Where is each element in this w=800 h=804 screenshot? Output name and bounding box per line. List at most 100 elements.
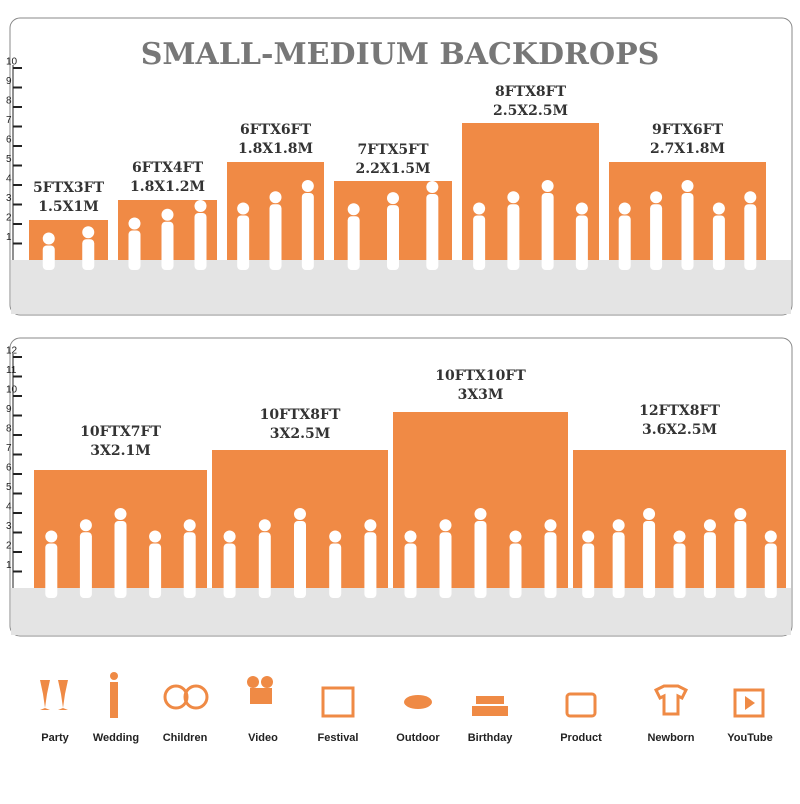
silhouette	[426, 194, 439, 270]
silhouette	[744, 204, 757, 270]
use-label: Birthday	[468, 732, 514, 744]
metric-label: 2.7X1.8M	[650, 141, 725, 157]
silhouette	[541, 193, 554, 270]
silhouette	[45, 530, 58, 543]
backdrop	[29, 220, 108, 260]
icon-party	[40, 680, 68, 710]
ruler-label: 8	[6, 96, 12, 107]
silhouette	[161, 221, 174, 270]
icon-newborn	[653, 684, 689, 716]
silhouette	[387, 205, 399, 270]
ruler-label: 2	[6, 213, 12, 224]
silhouette	[474, 521, 487, 598]
silhouette	[544, 519, 557, 532]
silhouette	[582, 543, 595, 598]
silhouette	[507, 191, 520, 204]
ruler-label: 7	[6, 115, 12, 126]
icon-wedding	[110, 672, 118, 680]
icon-video	[261, 676, 273, 688]
metric-label: 1.5X1M	[38, 199, 98, 215]
ruler-label: 1	[6, 232, 12, 243]
silhouette	[79, 519, 92, 532]
icon-wedding	[110, 682, 118, 718]
metric-label: 1.8X1.8M	[238, 141, 313, 157]
silhouette	[347, 203, 360, 216]
silhouette	[128, 230, 141, 270]
silhouette	[347, 216, 360, 270]
silhouette	[82, 239, 95, 270]
silhouette	[149, 543, 162, 598]
silhouette	[439, 519, 452, 532]
silhouette	[364, 532, 377, 598]
silhouette	[575, 215, 588, 270]
silhouette	[183, 519, 196, 532]
use-label: Video	[248, 732, 278, 744]
silhouette	[329, 530, 342, 543]
silhouette	[681, 193, 694, 270]
silhouette	[544, 532, 557, 598]
ruler-label: 2	[6, 541, 12, 552]
silhouette	[473, 215, 486, 270]
metric-label: 3X2.5M	[270, 426, 330, 442]
metric-label: 3X3M	[458, 387, 504, 403]
silhouette	[301, 193, 314, 270]
floor	[11, 588, 791, 635]
size-label: 7FTX5FT	[357, 142, 429, 158]
silhouette	[114, 508, 127, 520]
size-label: 8FTX8FT	[495, 84, 567, 100]
icon-youtube	[733, 688, 765, 718]
silhouette	[764, 530, 777, 543]
silhouette	[194, 213, 207, 270]
silhouette	[387, 192, 399, 205]
silhouette	[258, 519, 271, 532]
silhouette	[149, 530, 162, 543]
size-label: 6FTX6FT	[240, 122, 312, 138]
silhouette	[237, 215, 250, 270]
icon-birthday	[472, 706, 508, 716]
silhouette	[329, 543, 342, 598]
silhouette	[618, 202, 631, 215]
use-label: Festival	[318, 732, 359, 744]
silhouette	[703, 532, 716, 598]
silhouette	[650, 204, 663, 270]
silhouette	[45, 543, 58, 598]
silhouette	[734, 508, 747, 520]
silhouette	[575, 202, 588, 215]
silhouette	[301, 180, 314, 192]
size-label: 12FTX8FT	[639, 403, 720, 419]
silhouette	[42, 245, 55, 270]
ruler-label: 3	[6, 521, 12, 532]
metric-label: 3X2.1M	[90, 443, 150, 459]
use-label: Wedding	[93, 732, 139, 744]
use-label: Children	[163, 732, 208, 744]
silhouette	[223, 543, 236, 598]
ruler-label: 9	[6, 76, 12, 87]
silhouette	[509, 543, 522, 598]
silhouette	[673, 543, 686, 598]
use-label: Product	[560, 732, 602, 744]
silhouette	[541, 180, 554, 192]
silhouette	[681, 180, 694, 192]
metric-label: 1.8X1.2M	[130, 179, 205, 195]
icon-children	[183, 684, 209, 710]
size-label: 10FTX7FT	[80, 424, 161, 440]
ruler-label: 8	[6, 424, 12, 435]
silhouette	[509, 530, 522, 543]
silhouette	[82, 226, 95, 239]
size-label: 9FTX6FT	[652, 122, 724, 138]
size-label: 6FTX4FT	[132, 160, 204, 176]
silhouette	[643, 508, 656, 520]
silhouette	[42, 232, 55, 245]
icons	[40, 672, 765, 718]
ruler-label: 6	[6, 463, 12, 474]
silhouette	[114, 521, 127, 598]
use-label: YouTube	[727, 732, 772, 744]
ruler-label: 10	[6, 57, 18, 68]
ruler-label: 12	[6, 346, 18, 357]
silhouette	[473, 202, 486, 215]
metric-label: 3.6X2.5M	[642, 422, 717, 438]
silhouette	[294, 508, 306, 520]
ruler-label: 5	[6, 482, 12, 493]
silhouette	[612, 532, 625, 598]
silhouette	[269, 204, 282, 270]
